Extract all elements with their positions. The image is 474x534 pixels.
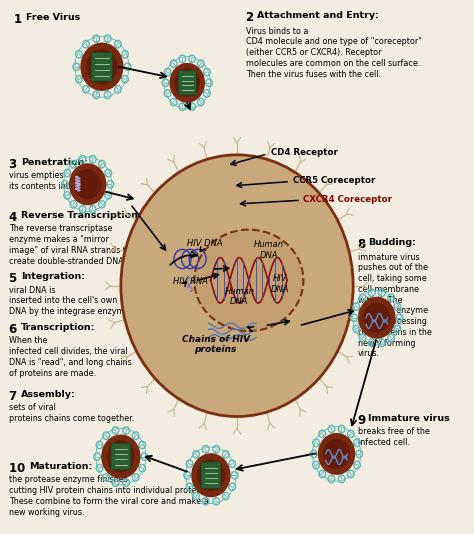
Text: 4: 4 <box>9 211 22 224</box>
Circle shape <box>319 434 355 474</box>
Text: The reverse transcriptase
enzyme makes a "mirror
image" of viral RNA strands to
: The reverse transcriptase enzyme makes a… <box>9 224 131 265</box>
FancyBboxPatch shape <box>91 52 113 81</box>
Text: 1: 1 <box>14 13 27 26</box>
Text: 6: 6 <box>9 323 22 336</box>
Text: Human
DNA: Human DNA <box>224 287 255 306</box>
Circle shape <box>170 64 204 102</box>
Ellipse shape <box>194 230 303 331</box>
Circle shape <box>121 155 353 417</box>
Text: 7: 7 <box>9 390 22 403</box>
Text: the protease enzyme finishes
cutting HIV protein chains into individual proteins: the protease enzyme finishes cutting HIV… <box>9 475 210 516</box>
FancyBboxPatch shape <box>178 70 196 95</box>
Text: Transcription:: Transcription: <box>21 323 96 332</box>
Text: Attachment and Entry:: Attachment and Entry: <box>257 11 379 20</box>
Text: Human
DNA: Human DNA <box>254 240 284 260</box>
Text: CD4 Receptor: CD4 Receptor <box>271 148 338 156</box>
Text: Assembly:: Assembly: <box>21 390 76 399</box>
Text: Immature virus: Immature virus <box>368 414 450 423</box>
FancyBboxPatch shape <box>111 443 131 470</box>
Text: Penetration:: Penetration: <box>21 158 89 167</box>
Circle shape <box>74 169 101 199</box>
Circle shape <box>359 297 395 338</box>
Circle shape <box>107 441 135 473</box>
Text: sets of viral
proteins chains come together.: sets of viral proteins chains come toget… <box>9 403 135 423</box>
Text: Free Virus: Free Virus <box>26 13 80 22</box>
Circle shape <box>174 68 200 97</box>
Circle shape <box>86 49 118 84</box>
Text: HIV RNA: HIV RNA <box>173 277 208 286</box>
Text: 2: 2 <box>246 11 259 23</box>
Text: Chains of HIV
proteins: Chains of HIV proteins <box>182 335 250 354</box>
Text: 8: 8 <box>358 238 370 250</box>
Circle shape <box>192 454 230 497</box>
Text: HIV
DNA: HIV DNA <box>270 274 289 294</box>
Text: HIV DNA: HIV DNA <box>187 239 223 248</box>
Text: 3: 3 <box>9 158 22 170</box>
Text: 9: 9 <box>358 414 370 427</box>
Text: Reverse Transcription:: Reverse Transcription: <box>21 211 142 220</box>
Text: virus empties
its contents into cell.: virus empties its contents into cell. <box>9 171 93 191</box>
Text: Budding:: Budding: <box>368 238 416 247</box>
Text: breaks free of the
infected cell.: breaks free of the infected cell. <box>358 427 430 447</box>
Text: Virus binds to a
CD4 molecule and one type of "coreceptor"
(either CCR5 or CXCR4: Virus binds to a CD4 molecule and one ty… <box>246 27 422 78</box>
Text: Maturation:: Maturation: <box>29 462 92 471</box>
Circle shape <box>81 43 123 90</box>
Circle shape <box>323 439 350 469</box>
Circle shape <box>70 164 106 205</box>
Text: When the
infected cell divides, the viral
DNA is "read", and long chains
of prot: When the infected cell divides, the vira… <box>9 336 132 378</box>
Text: Integration:: Integration: <box>21 272 85 281</box>
Text: 5: 5 <box>9 272 22 285</box>
Text: 10: 10 <box>9 462 30 475</box>
Circle shape <box>197 459 225 491</box>
Text: viral DNA is
inserted into the cell's own
DNA by the integrase enzyme.: viral DNA is inserted into the cell's ow… <box>9 286 132 316</box>
Text: immature virus
pushes out of the
cell, taking some
cell membrane
with it. The
pr: immature virus pushes out of the cell, t… <box>358 253 432 358</box>
Circle shape <box>102 435 140 478</box>
FancyBboxPatch shape <box>201 462 221 489</box>
Text: CXCR4 Coreceptor: CXCR4 Coreceptor <box>303 195 392 203</box>
Text: CCR5 Coreceptor: CCR5 Coreceptor <box>293 176 375 185</box>
Circle shape <box>363 302 391 333</box>
